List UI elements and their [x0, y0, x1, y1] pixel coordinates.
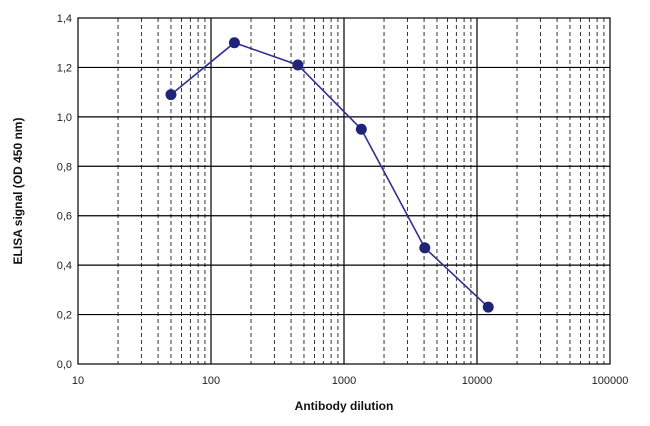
series-layer [165, 37, 494, 313]
x-tick-labels: 10 100 1000 10000 100000 [72, 375, 628, 387]
y-tick-label: 0,6 [57, 211, 72, 223]
x-tick-label: 1000 [332, 375, 356, 387]
data-point [482, 301, 494, 313]
y-tick-label: 0,0 [57, 359, 72, 371]
y-tick-label: 0,8 [57, 161, 72, 173]
y-tick-label: 1,0 [57, 112, 72, 124]
x-tick-label: 10000 [462, 375, 493, 387]
x-tick-label: 100000 [592, 375, 629, 387]
plot-frame [77, 17, 611, 365]
data-point [292, 59, 304, 71]
y-tick-label: 1,2 [57, 62, 72, 74]
y-tick-label: 0,4 [57, 260, 72, 272]
x-axis-title: Antibody dilution [295, 399, 394, 413]
x-tick-label: 10 [72, 375, 84, 387]
data-point [419, 242, 431, 254]
data-point [165, 89, 177, 101]
minor-gridlines [117, 18, 605, 364]
y-axis-title: ELISA signal (OD 450 nm) [11, 118, 25, 265]
x-tick-label: 100 [202, 375, 220, 387]
y-tick-label: 1,4 [57, 13, 72, 25]
data-point [355, 123, 367, 135]
series-line [170, 41, 489, 308]
y-tick-labels: 0,0 0,2 0,4 0,6 0,8 1,0 1,2 1,4 [57, 13, 72, 371]
major-gridlines [78, 18, 610, 364]
data-point [228, 37, 240, 49]
y-tick-label: 0,2 [57, 310, 72, 322]
